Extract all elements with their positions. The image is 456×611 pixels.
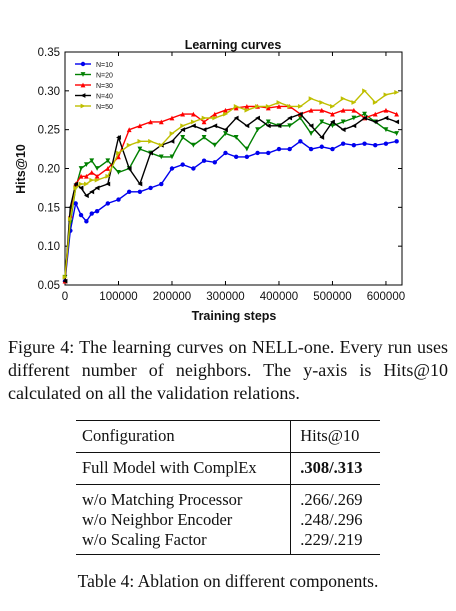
header-configuration: Configuration — [76, 421, 291, 453]
legend-label: N=50 — [96, 104, 113, 111]
x-tick-label: 600000 — [367, 291, 405, 303]
y-axis-label: Hits@10 — [14, 144, 28, 194]
data-point — [255, 151, 259, 155]
data-point — [159, 182, 163, 186]
data-point — [373, 143, 377, 147]
table-caption: Table 4: Ablation on different component… — [8, 570, 448, 593]
legend-label: N=10 — [96, 62, 113, 69]
data-point — [191, 166, 195, 170]
data-point — [79, 213, 83, 217]
x-tick-label: 300000 — [206, 291, 244, 303]
data-point — [277, 147, 281, 151]
data-point — [138, 190, 142, 194]
table-row-full-model: Full Model with ComplEx .308/.313 — [76, 453, 380, 485]
data-point — [320, 145, 324, 149]
data-point — [148, 186, 152, 190]
y-tick-label: 0.25 — [38, 125, 60, 137]
data-point — [309, 147, 313, 151]
x-tick-label: 500000 — [313, 291, 351, 303]
y-tick-label: 0.10 — [38, 241, 60, 253]
x-tick-label: 0 — [62, 291, 68, 303]
figure-caption: Figure 4: The learning curves on NELL-on… — [8, 336, 448, 405]
data-point — [287, 147, 291, 151]
table-row: w/o Scaling Factor .229/.219 — [76, 530, 380, 555]
data-point — [116, 197, 120, 201]
y-tick-label: 0.05 — [38, 280, 60, 292]
cell-config: Full Model with ComplEx — [76, 453, 291, 485]
x-tick-label: 200000 — [153, 291, 191, 303]
y-tick-label: 0.30 — [38, 86, 60, 98]
data-point — [384, 141, 388, 145]
cell-value: .308/.313 — [291, 453, 380, 485]
data-point — [170, 166, 174, 170]
y-tick-label: 0.15 — [38, 202, 60, 214]
cell-config: w/o Matching Processor — [76, 485, 291, 511]
data-point — [330, 147, 334, 151]
data-point — [234, 155, 238, 159]
legend-marker — [81, 62, 85, 66]
data-point — [245, 155, 249, 159]
data-point — [127, 190, 131, 194]
table-row: w/o Matching Processor .266/.269 — [76, 485, 380, 511]
x-tick-label: 400000 — [260, 291, 298, 303]
data-point — [202, 159, 206, 163]
cell-value: .266/.269 — [291, 485, 380, 511]
table-row: w/o Neighbor Encoder .248/.296 — [76, 510, 380, 530]
data-point — [180, 162, 184, 166]
data-point — [298, 139, 302, 143]
legend-label: N=20 — [96, 73, 113, 80]
x-tick-label: 100000 — [99, 291, 137, 303]
data-point — [362, 141, 366, 145]
data-point — [352, 143, 356, 147]
data-point — [95, 209, 99, 213]
data-point — [341, 141, 345, 145]
y-tick-label: 0.35 — [38, 47, 60, 59]
x-axis-label: Training steps — [192, 309, 277, 323]
data-point — [106, 201, 110, 205]
ablation-table: Configuration Hits@10 Full Model with Co… — [76, 420, 380, 555]
chart-title: Learning curves — [185, 38, 282, 52]
data-point — [90, 211, 94, 215]
data-point — [84, 219, 88, 223]
cell-config: w/o Neighbor Encoder — [76, 510, 291, 530]
cell-value: .248/.296 — [291, 510, 380, 530]
data-point — [394, 139, 398, 143]
legend-label: N=30 — [96, 83, 113, 90]
data-point — [213, 160, 217, 164]
cell-value: .229/.219 — [291, 530, 380, 555]
y-tick-label: 0.20 — [38, 164, 60, 176]
header-hits10: Hits@10 — [291, 421, 380, 453]
learning-curves-chart: Learning curves Hits@10 Training steps 0… — [0, 0, 456, 330]
data-point — [223, 151, 227, 155]
table-header-row: Configuration Hits@10 — [76, 421, 380, 453]
cell-config: w/o Scaling Factor — [76, 530, 291, 555]
legend-label: N=40 — [96, 94, 113, 101]
data-point — [266, 151, 270, 155]
